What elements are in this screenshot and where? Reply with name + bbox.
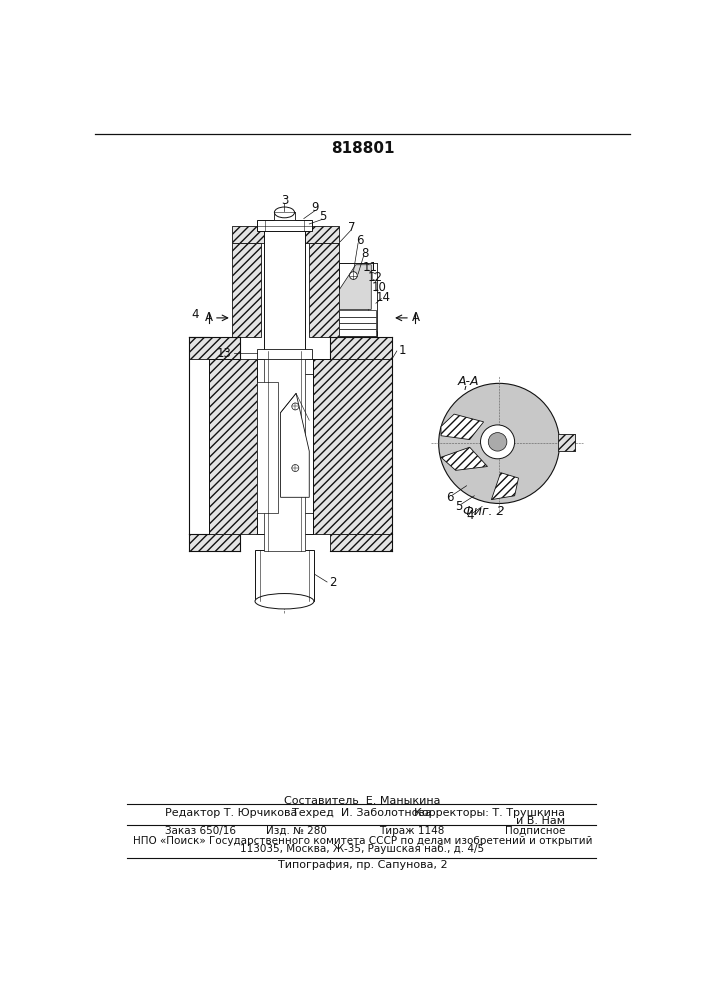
Text: Изд. № 280: Изд. № 280	[266, 826, 327, 836]
Text: Типография, пр. Сапунова, 2: Типография, пр. Сапунова, 2	[278, 860, 447, 870]
Circle shape	[438, 383, 559, 503]
Polygon shape	[491, 473, 518, 500]
Bar	[277, 374, 313, 513]
Bar	[339, 323, 376, 329]
Bar	[232, 243, 261, 337]
Text: 3: 3	[281, 194, 288, 207]
Text: 10: 10	[372, 281, 387, 294]
Bar	[264, 351, 305, 551]
Bar	[257, 220, 312, 231]
Text: A: A	[204, 311, 213, 324]
Circle shape	[292, 465, 299, 472]
Ellipse shape	[255, 594, 314, 609]
Polygon shape	[441, 447, 488, 470]
Bar	[309, 243, 339, 337]
Text: 2: 2	[329, 576, 336, 588]
Text: Тираж 1148: Тираж 1148	[379, 826, 444, 836]
Text: Корректоры: Т. Трушкина: Корректоры: Т. Трушкина	[414, 808, 565, 818]
Text: Фиг. 2: Фиг. 2	[463, 505, 504, 518]
Bar	[264, 226, 305, 351]
Polygon shape	[339, 265, 371, 309]
Bar	[257, 359, 313, 534]
Bar	[274, 212, 295, 220]
Polygon shape	[281, 393, 309, 497]
Text: 14: 14	[375, 291, 390, 304]
Ellipse shape	[274, 207, 295, 218]
Bar	[257, 359, 313, 534]
Bar	[189, 534, 240, 551]
Text: 6: 6	[356, 234, 363, 247]
Text: A: A	[411, 311, 419, 324]
Bar	[189, 337, 240, 359]
Text: 4: 4	[191, 308, 199, 321]
Bar	[313, 359, 392, 534]
Bar	[339, 263, 378, 336]
Text: Техред  И. Заболотнова: Техред И. Заболотнова	[293, 808, 432, 818]
Text: Редактор Т. Юрчикова: Редактор Т. Юрчикова	[165, 808, 298, 818]
Bar	[330, 534, 392, 551]
Text: 113035, Москва, Ж-35, Раушская наб., д. 4/5: 113035, Москва, Ж-35, Раушская наб., д. …	[240, 844, 484, 854]
Bar	[330, 337, 392, 359]
Text: А-А: А-А	[457, 375, 479, 388]
Text: 13: 13	[217, 347, 232, 360]
Bar	[339, 310, 376, 317]
Text: 7: 7	[348, 221, 356, 234]
Bar	[255, 550, 314, 601]
Circle shape	[292, 403, 299, 410]
Text: 818801: 818801	[331, 141, 395, 156]
Bar	[232, 226, 339, 243]
Circle shape	[489, 433, 507, 451]
Bar	[339, 329, 376, 336]
Bar	[257, 349, 312, 359]
Circle shape	[481, 425, 515, 459]
Text: 8: 8	[361, 247, 369, 260]
Text: Заказ 650/16: Заказ 650/16	[165, 826, 236, 836]
Text: Подписное: Подписное	[505, 826, 565, 836]
Bar	[558, 434, 575, 451]
Text: и В. Нам: и В. Нам	[516, 816, 565, 826]
Bar	[339, 317, 376, 323]
Polygon shape	[441, 414, 484, 440]
Text: НПО «Поиск» Государственного комитета СССР по делам изобретений и открытий: НПО «Поиск» Государственного комитета СС…	[133, 836, 592, 846]
Bar	[209, 359, 257, 534]
Text: 6: 6	[447, 491, 454, 504]
Text: 5: 5	[455, 500, 462, 513]
Text: 4: 4	[466, 509, 474, 522]
Bar	[368, 263, 378, 331]
Text: 5: 5	[319, 210, 326, 223]
Circle shape	[349, 272, 357, 279]
Text: 12: 12	[368, 271, 382, 284]
Text: Составитель  Е. Маныкина: Составитель Е. Маныкина	[284, 796, 440, 806]
Bar	[558, 434, 575, 451]
Bar	[257, 382, 279, 513]
Text: 1: 1	[398, 344, 406, 358]
Text: 9: 9	[311, 201, 318, 214]
Text: 11: 11	[362, 261, 378, 274]
